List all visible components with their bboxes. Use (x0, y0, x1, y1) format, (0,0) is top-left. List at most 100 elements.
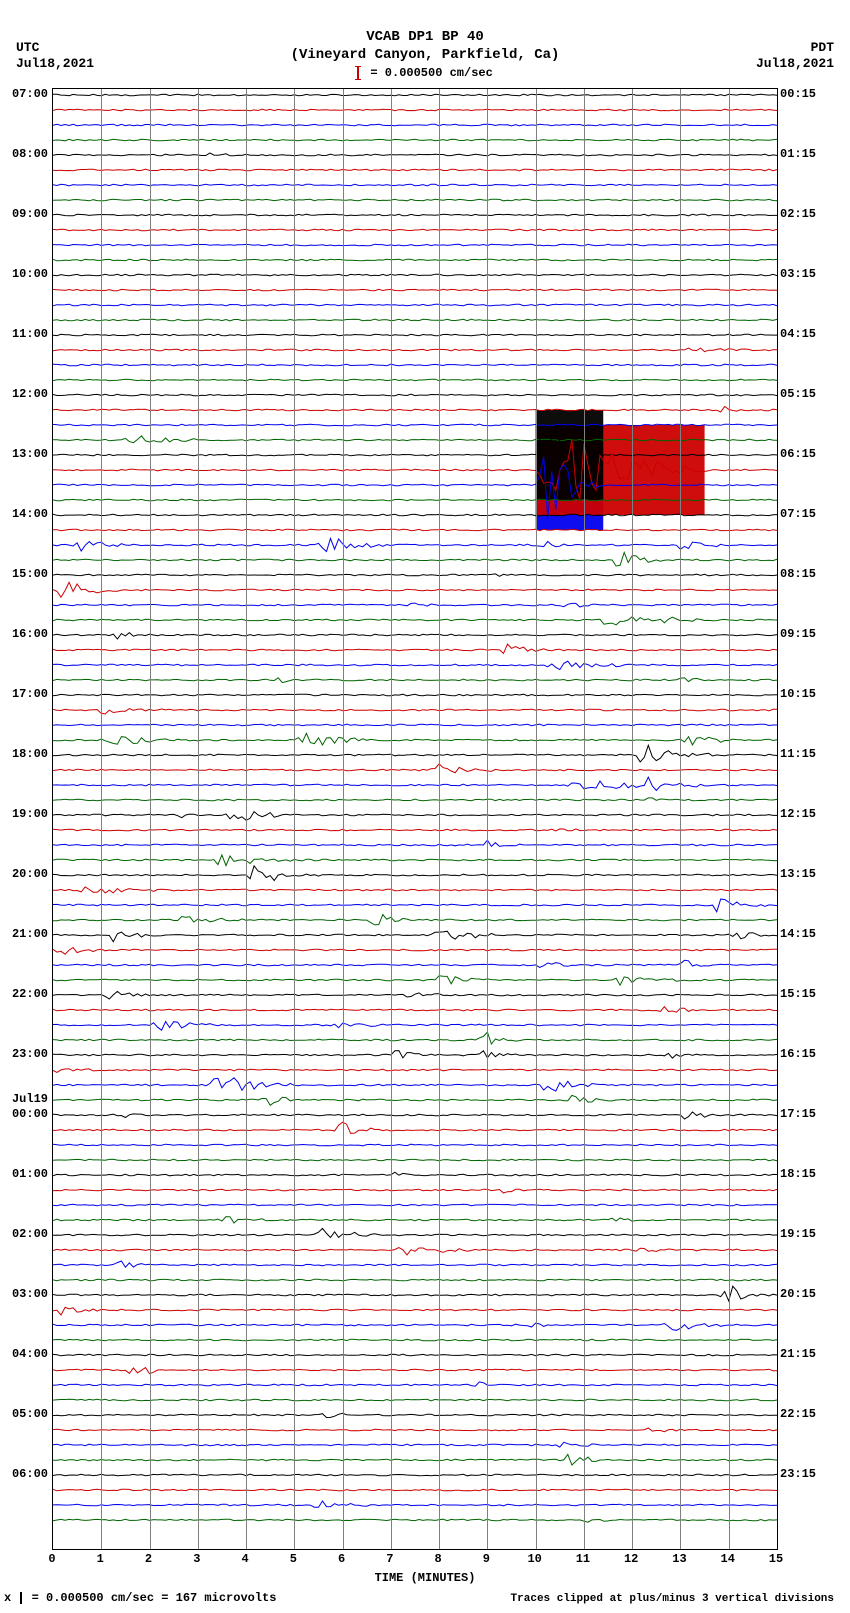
seismic-trace (53, 514, 777, 516)
y-tick-right: 15:15 (780, 987, 816, 1001)
seismic-trace (53, 855, 777, 866)
gridline-v (680, 89, 681, 1549)
y-tick-left: 06:00 (12, 1467, 48, 1481)
seismic-trace (53, 798, 777, 801)
seismic-trace (53, 289, 777, 291)
traces-svg (53, 89, 777, 1549)
y-tick-left: 18:00 (12, 747, 48, 761)
seismic-trace (53, 991, 777, 999)
seismic-trace (53, 1069, 777, 1073)
y-tick-right: 16:15 (780, 1047, 816, 1061)
seismic-trace (53, 840, 777, 846)
seismic-trace (53, 1442, 777, 1447)
y-tick-left: Jul19 (12, 1092, 48, 1106)
x-tick: 2 (145, 1552, 152, 1566)
seismic-trace (53, 169, 777, 171)
y-tick-left: 08:00 (12, 147, 48, 161)
y-tick-left: 15:00 (12, 567, 48, 581)
seismic-trace (53, 931, 777, 942)
y-tick-right: 01:15 (780, 147, 816, 161)
seismic-trace (53, 348, 777, 352)
y-tick-right: 10:15 (780, 687, 816, 701)
y-tick-right: 18:15 (780, 1167, 816, 1181)
seismic-trace (53, 1217, 777, 1223)
x-tick: 14 (721, 1552, 735, 1566)
seismic-trace (53, 915, 777, 925)
gridline-v (536, 89, 537, 1549)
seismogram-container: VCAB DP1 BP 40 (Vineyard Canyon, Parkfie… (0, 0, 850, 1613)
seismic-trace (53, 1413, 777, 1417)
gridline-v (101, 89, 102, 1549)
y-tick-left: 05:00 (12, 1407, 48, 1421)
seismic-trace (53, 1144, 777, 1146)
seismic-trace (53, 899, 777, 912)
seismic-trace (53, 948, 777, 955)
seismic-trace (53, 394, 777, 396)
seismic-trace (53, 1307, 777, 1315)
seismic-trace (53, 1204, 777, 1206)
seismic-trace (53, 582, 777, 597)
y-tick-right: 06:15 (780, 447, 816, 461)
seismic-trace (53, 1172, 777, 1176)
seismic-trace (53, 1007, 777, 1013)
footer-left: x = 0.000500 cm/sec = 167 microvolts (4, 1591, 276, 1605)
footer-left-text: = 0.000500 cm/sec = 167 microvolts (24, 1591, 276, 1605)
seismic-trace (53, 304, 777, 306)
y-tick-right: 22:15 (780, 1407, 816, 1421)
timezone-right: PDT (811, 40, 834, 55)
gridline-v (391, 89, 392, 1549)
seismic-trace (53, 1032, 777, 1044)
y-tick-left: 16:00 (12, 627, 48, 641)
y-tick-right: 14:15 (780, 927, 816, 941)
seismic-trace (53, 1428, 777, 1432)
x-tick: 6 (338, 1552, 345, 1566)
station-id: VCAB DP1 BP 40 (0, 28, 850, 46)
y-tick-left: 19:00 (12, 807, 48, 821)
seismic-trace (53, 214, 777, 216)
seismic-trace (53, 406, 777, 412)
seismic-trace (53, 960, 777, 967)
x-tick: 4 (241, 1552, 248, 1566)
gridline-v (198, 89, 199, 1549)
y-tick-right: 12:15 (780, 807, 816, 821)
seismic-trace (53, 1112, 777, 1119)
scale-text: = 0.000500 cm/sec (363, 66, 493, 80)
seismogram-plot (52, 88, 778, 1550)
seismic-trace (53, 1323, 777, 1330)
x-tick: 3 (193, 1552, 200, 1566)
seismic-trace (53, 199, 777, 201)
seismic-trace (53, 709, 777, 714)
y-tick-left: 04:00 (12, 1347, 48, 1361)
seismic-trace (53, 109, 777, 111)
seismic-trace (53, 1454, 777, 1465)
scale-bar-icon (357, 66, 359, 80)
y-tick-right: 17:15 (780, 1107, 816, 1121)
footer-right: Traces clipped at plus/minus 3 vertical … (511, 1593, 834, 1605)
y-tick-left: 09:00 (12, 207, 48, 221)
y-tick-left: 10:00 (12, 267, 48, 281)
gridline-v (150, 89, 151, 1549)
y-tick-right: 11:15 (780, 747, 816, 761)
seismic-trace (53, 603, 777, 607)
seismic-trace (53, 1474, 777, 1476)
gridline-v (294, 89, 295, 1549)
y-tick-right: 08:15 (780, 567, 816, 581)
x-tick: 10 (527, 1552, 541, 1566)
seismic-trace (53, 94, 777, 96)
seismic-trace (53, 745, 777, 762)
y-tick-right: 03:15 (780, 267, 816, 281)
x-tick: 11 (576, 1552, 590, 1566)
seismic-trace (53, 829, 777, 831)
seismic-trace (53, 694, 777, 696)
seismic-trace (53, 1399, 777, 1401)
seismic-trace (53, 678, 777, 683)
gridline-v (343, 89, 344, 1549)
y-tick-right: 00:15 (780, 87, 816, 101)
gridline-v (729, 89, 730, 1549)
x-axis-label: TIME (MINUTES) (0, 1571, 850, 1585)
y-tick-left: 11:00 (12, 327, 48, 341)
x-tick: 7 (386, 1552, 393, 1566)
seismic-trace (53, 574, 777, 576)
seismic-trace (53, 1228, 777, 1237)
timezone-left: UTC (16, 40, 39, 55)
